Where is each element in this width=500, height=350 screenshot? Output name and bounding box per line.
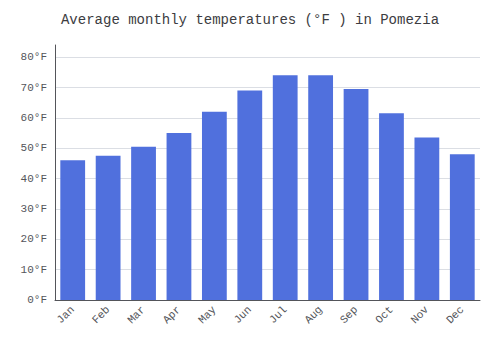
svg-text:70°F: 70°F bbox=[21, 82, 47, 94]
svg-text:Apr: Apr bbox=[161, 304, 183, 326]
svg-text:Jan: Jan bbox=[54, 304, 76, 326]
svg-text:Jun: Jun bbox=[232, 304, 254, 326]
svg-text:Dec: Dec bbox=[444, 304, 466, 326]
svg-text:10°F: 10°F bbox=[21, 264, 47, 276]
svg-text:Jul: Jul bbox=[267, 304, 289, 326]
svg-text:30°F: 30°F bbox=[21, 203, 47, 215]
svg-text:80°F: 80°F bbox=[21, 51, 47, 63]
svg-text:May: May bbox=[196, 303, 219, 326]
svg-text:Average monthly temperatures (: Average monthly temperatures (°F ) in Po… bbox=[61, 12, 439, 28]
svg-text:Oct: Oct bbox=[373, 304, 395, 326]
svg-text:Aug: Aug bbox=[302, 304, 324, 326]
svg-text:20°F: 20°F bbox=[21, 233, 47, 245]
svg-text:Mar: Mar bbox=[125, 304, 147, 326]
svg-text:Sep: Sep bbox=[338, 304, 360, 326]
svg-text:50°F: 50°F bbox=[21, 142, 47, 154]
svg-text:60°F: 60°F bbox=[21, 112, 47, 124]
svg-text:Feb: Feb bbox=[90, 304, 112, 326]
svg-text:40°F: 40°F bbox=[21, 173, 47, 185]
svg-text:Nov: Nov bbox=[409, 303, 432, 326]
svg-text:0°F: 0°F bbox=[27, 294, 47, 306]
